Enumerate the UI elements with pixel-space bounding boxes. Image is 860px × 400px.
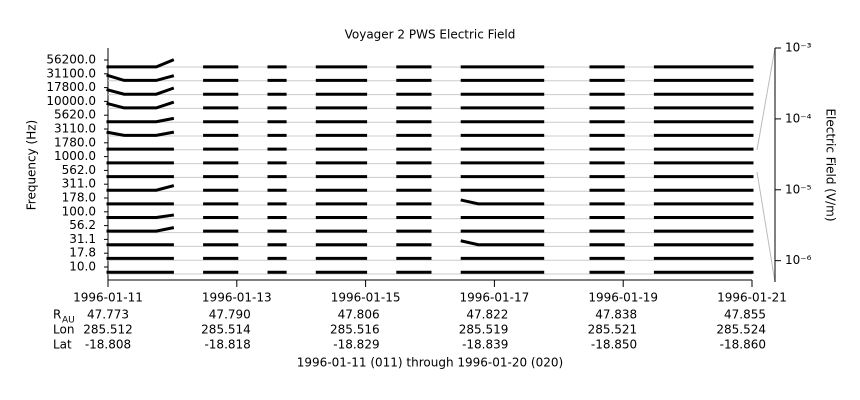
trace (106, 130, 754, 137)
trace (106, 116, 754, 124)
trace (106, 100, 754, 110)
ephemeris-value: -18.850 (591, 338, 637, 352)
y-tick-label: 31100.0 (46, 66, 96, 80)
y-tick-label: 17.8 (69, 246, 96, 260)
ephemeris-label: Lon (53, 323, 74, 337)
y-axis-label: Frequency (Hz) (25, 120, 39, 211)
ephemeris-value: 285.519 (459, 323, 509, 337)
x-tick-label: 1996-01-11 (73, 291, 143, 305)
y2-tick-label: 10⁻⁵ (785, 182, 812, 196)
trace (106, 184, 754, 192)
ephemeris-value: -18.860 (720, 338, 766, 352)
x-tick-label: 1996-01-15 (331, 291, 401, 305)
x-tick-label: 1996-01-21 (717, 291, 787, 305)
y-tick-label: 56.2 (69, 218, 96, 232)
y2-axis-label: Electric Field (V/m) (824, 108, 838, 221)
y-tick-label: 1780.0 (54, 135, 96, 149)
ephemeris-value: 285.512 (83, 323, 133, 337)
ephemeris-value: 285.524 (716, 323, 766, 337)
y-tick-label: 562.0 (62, 163, 96, 177)
ephemeris-value: 47.773 (87, 308, 129, 322)
ephemeris-value: 285.516 (330, 323, 380, 337)
trace (106, 239, 754, 247)
ephemeris-value: -18.839 (462, 338, 508, 352)
y-tick-label: 178.0 (62, 191, 96, 205)
trace (106, 226, 754, 233)
x-tick-label: 1996-01-17 (460, 291, 530, 305)
y-tick-label: 5620.0 (54, 108, 96, 122)
ephemeris-value: -18.818 (204, 338, 250, 352)
trace (106, 58, 754, 69)
y-tick-label: 10000.0 (46, 94, 96, 108)
y2-tick-label: 10⁻⁴ (785, 111, 812, 125)
y2-tick-label: 10⁻⁶ (785, 253, 812, 267)
ephemeris-value: 285.521 (588, 323, 638, 337)
ephemeris-value: 285.514 (201, 323, 251, 337)
y-tick-label: 10.0 (69, 260, 96, 274)
trace (106, 86, 754, 96)
ephemeris-value: 47.855 (724, 308, 766, 322)
ephemeris-label: Lat (53, 338, 72, 352)
ephemeris-value: -18.829 (333, 338, 379, 352)
ephemeris-value: 47.790 (209, 308, 251, 322)
ephemeris-value: -18.808 (85, 338, 131, 352)
ephemeris-sub: AU (62, 316, 75, 326)
trace (106, 198, 754, 206)
y-tick-label: 100.0 (62, 204, 96, 218)
zoom-guide (756, 47, 776, 151)
y-tick-label: 31.1 (69, 232, 96, 246)
ephemeris-value: 47.822 (466, 308, 508, 322)
ephemeris-value: 47.838 (595, 308, 637, 322)
trace (106, 73, 754, 82)
trace (106, 213, 754, 219)
x-tick-label: 1996-01-13 (202, 291, 272, 305)
y-tick-label: 17800.0 (46, 80, 96, 94)
y-tick-label: 311.0 (62, 177, 96, 191)
x-tick-label: 1996-01-19 (588, 291, 658, 305)
zoom-guide (756, 171, 776, 283)
y-tick-label: 3110.0 (54, 122, 96, 136)
y-tick-label: 1000.0 (54, 149, 96, 163)
chart-title: Voyager 2 PWS Electric Field (345, 28, 516, 42)
ephemeris-label: R (53, 308, 61, 322)
ephemeris-value: 47.806 (338, 308, 380, 322)
x-axis-label: 1996-01-11 (011) through 1996-01-20 (020… (297, 356, 563, 370)
y-tick-label: 56200.0 (46, 53, 96, 67)
y2-tick-label: 10⁻³ (785, 41, 812, 55)
